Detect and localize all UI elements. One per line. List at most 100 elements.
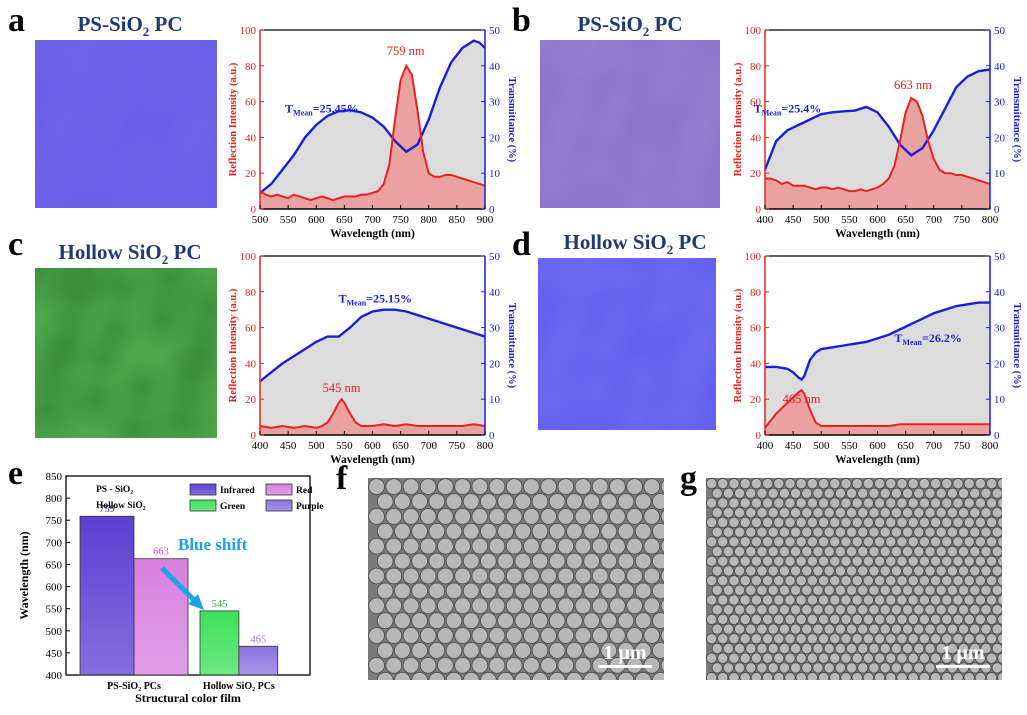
panel-label-f: f xyxy=(336,460,348,497)
y2-tick-label: 10 xyxy=(489,394,501,406)
x-tick-label: 700 xyxy=(364,214,381,226)
legend-swatch-purple xyxy=(265,499,293,512)
y2-tick-label: 50 xyxy=(994,25,1006,37)
x-tick-label: 700 xyxy=(926,214,943,226)
y-tick-label: 20 xyxy=(750,168,762,180)
panel-label-c: c xyxy=(8,226,24,263)
y-tick-label: 750 xyxy=(46,515,63,527)
y-tick-label: 20 xyxy=(245,394,257,406)
x-tick-label: 500 xyxy=(252,214,269,226)
bar-infrared xyxy=(79,515,135,676)
y2-tick-label: 40 xyxy=(994,287,1006,299)
y-tick-label: 0 xyxy=(756,430,762,442)
y2-tick-label: 0 xyxy=(994,430,1000,442)
mean-transmittance-label: TMean=25.15% xyxy=(339,292,412,308)
y2-tick-label: 40 xyxy=(489,287,501,299)
x-tick-label: 500 xyxy=(308,440,325,452)
y-tick-label: 80 xyxy=(245,61,257,73)
x-tick-label: 500 xyxy=(813,214,830,226)
reflection-line xyxy=(764,388,990,429)
bar-value-label: 663 xyxy=(153,547,169,558)
y-tick-label: 100 xyxy=(745,251,762,263)
x-axis-label: Wavelength (nm) xyxy=(330,454,415,466)
x-tick-label: 600 xyxy=(869,214,886,226)
y-tick-label: 550 xyxy=(46,604,63,616)
transmittance-line xyxy=(765,301,990,382)
x-tick-label: 600 xyxy=(364,440,381,452)
x-tick-label: 400 xyxy=(757,214,774,226)
x-tick-label: 500 xyxy=(813,440,830,452)
y-tick-label: 60 xyxy=(750,97,762,109)
blue-shift-arrow xyxy=(160,566,198,604)
y-tick-label: 100 xyxy=(240,251,257,263)
x-axis-label: Wavelength (nm) xyxy=(330,228,415,240)
y2-tick-label: 40 xyxy=(994,61,1006,73)
y-tick-label: 800 xyxy=(46,493,63,505)
x-tick-label: 800 xyxy=(982,440,999,452)
spectrum-chart-c: 400 450 500 550 600 650 700 750 8000204060801000… xyxy=(228,251,517,466)
legend-group-label: Hollow SiO₂ xyxy=(96,501,146,511)
y2-tick-label: 10 xyxy=(994,168,1006,180)
y-tick-label: 40 xyxy=(245,132,257,144)
y2-tick-label: 40 xyxy=(489,61,501,73)
mean-transmittance-label: TMean=25.45% xyxy=(285,101,358,117)
x-tick-label: 800 xyxy=(982,214,999,226)
y2-axis-label: Transmittance (%) xyxy=(1011,77,1022,163)
y-tick-label: 500 xyxy=(46,626,63,638)
y-tick-label: 20 xyxy=(750,394,762,406)
x-tick-label: 750 xyxy=(449,440,466,452)
spectrum-chart-d: 400 450 500 550 600 650 700 750 8000204060801000… xyxy=(733,251,1022,466)
y2-tick-label: 50 xyxy=(994,251,1006,263)
x-tick-label: 650 xyxy=(392,440,409,452)
y-axis-label: Reflection Intensity (a.u.) xyxy=(733,288,744,402)
y2-tick-label: 0 xyxy=(489,204,495,216)
peak-label: 545 nm xyxy=(323,381,361,395)
x-tick-label: 600 xyxy=(869,440,886,452)
y-tick-label: 0 xyxy=(756,204,762,216)
y-tick-label: 850 xyxy=(46,471,63,483)
panel-label-a: a xyxy=(8,2,25,39)
peak-label: 465 nm xyxy=(783,392,821,406)
y-tick-label: 0 xyxy=(251,430,257,442)
y-tick-label: 60 xyxy=(245,97,257,109)
x-tick-label: 650 xyxy=(336,214,353,226)
reflection-line xyxy=(765,96,991,193)
mean-transmittance-label: TMean=25.4% xyxy=(754,101,821,117)
photo-title-d: Hollow SiO2 PC xyxy=(563,230,707,258)
y2-tick-label: 20 xyxy=(489,132,501,144)
x-tick-label: 550 xyxy=(280,214,297,226)
y-tick-label: 450 xyxy=(46,648,63,660)
x-category-label: PS-SiO₂ PCs xyxy=(107,681,161,692)
x-tick-label: 750 xyxy=(392,214,409,226)
sem-image-g: 1 μm xyxy=(706,478,1002,680)
photo-title-a: PS-SiO2 PC xyxy=(77,12,183,40)
y-tick-label: 80 xyxy=(245,287,257,299)
photo-sample-a xyxy=(35,40,217,208)
legend-swatch-red xyxy=(265,483,293,496)
legend-group-label: PS - SiO₂ xyxy=(96,485,133,495)
y-axis-label: Wavelength (nm) xyxy=(17,531,31,619)
transmittance-line xyxy=(259,39,486,194)
peak-label: 663 nm xyxy=(894,78,932,92)
x-tick-label: 800 xyxy=(477,440,494,452)
legend-swatch-green xyxy=(189,499,217,512)
photo-sample-b xyxy=(540,40,720,208)
x-tick-label: 550 xyxy=(336,440,353,452)
reflection-line xyxy=(259,397,486,429)
mean-transmittance-label: TMean=26.2% xyxy=(894,331,961,347)
transmittance-line xyxy=(259,308,486,383)
y-tick-label: 20 xyxy=(245,168,257,180)
y2-tick-label: 30 xyxy=(994,323,1006,335)
y2-tick-label: 0 xyxy=(489,430,495,442)
panel-label-d: d xyxy=(512,226,531,263)
y-tick-label: 700 xyxy=(46,537,63,549)
y2-tick-label: 30 xyxy=(489,323,501,335)
x-tick-label: 750 xyxy=(954,214,971,226)
x-tick-label: 650 xyxy=(897,214,914,226)
y2-tick-label: 10 xyxy=(489,168,501,180)
x-tick-label: 550 xyxy=(841,214,858,226)
x-tick-label: 550 xyxy=(841,440,858,452)
y-axis-label: Reflection Intensity (a.u.) xyxy=(228,62,239,176)
annotation-label: Blue shift xyxy=(178,535,248,554)
x-category-label: Hollow SiO₂ PCs xyxy=(203,681,275,692)
